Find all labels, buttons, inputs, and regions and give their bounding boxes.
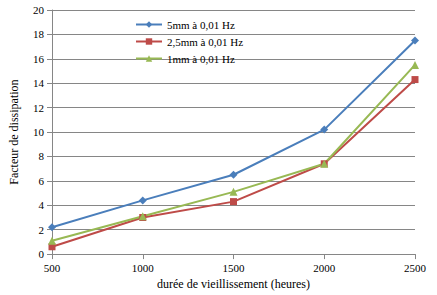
svg-text:2500: 2500 xyxy=(404,262,427,274)
svg-text:6: 6 xyxy=(39,175,45,187)
svg-text:500: 500 xyxy=(44,262,61,274)
svg-text:1000: 1000 xyxy=(132,262,155,274)
svg-text:16: 16 xyxy=(33,53,45,65)
svg-text:2000: 2000 xyxy=(313,262,336,274)
svg-text:1mm à 0,01 Hz: 1mm à 0,01 Hz xyxy=(167,53,235,65)
svg-text:2: 2 xyxy=(39,224,45,236)
svg-text:14: 14 xyxy=(33,77,45,89)
svg-text:18: 18 xyxy=(33,28,45,40)
svg-text:Facteur de dissipation: Facteur de dissipation xyxy=(7,79,21,184)
svg-text:durée de vieillissement (heure: durée de vieillissement (heures) xyxy=(157,277,310,291)
svg-text:8: 8 xyxy=(39,150,45,162)
svg-text:0: 0 xyxy=(39,248,45,260)
svg-text:12: 12 xyxy=(33,102,44,114)
svg-text:5mm à 0,01 Hz: 5mm à 0,01 Hz xyxy=(167,19,235,31)
svg-text:20: 20 xyxy=(33,4,45,16)
svg-text:2,5mm à 0,01 Hz: 2,5mm à 0,01 Hz xyxy=(167,36,243,48)
svg-text:10: 10 xyxy=(33,126,45,138)
svg-text:4: 4 xyxy=(39,199,45,211)
svg-text:1500: 1500 xyxy=(223,262,246,274)
